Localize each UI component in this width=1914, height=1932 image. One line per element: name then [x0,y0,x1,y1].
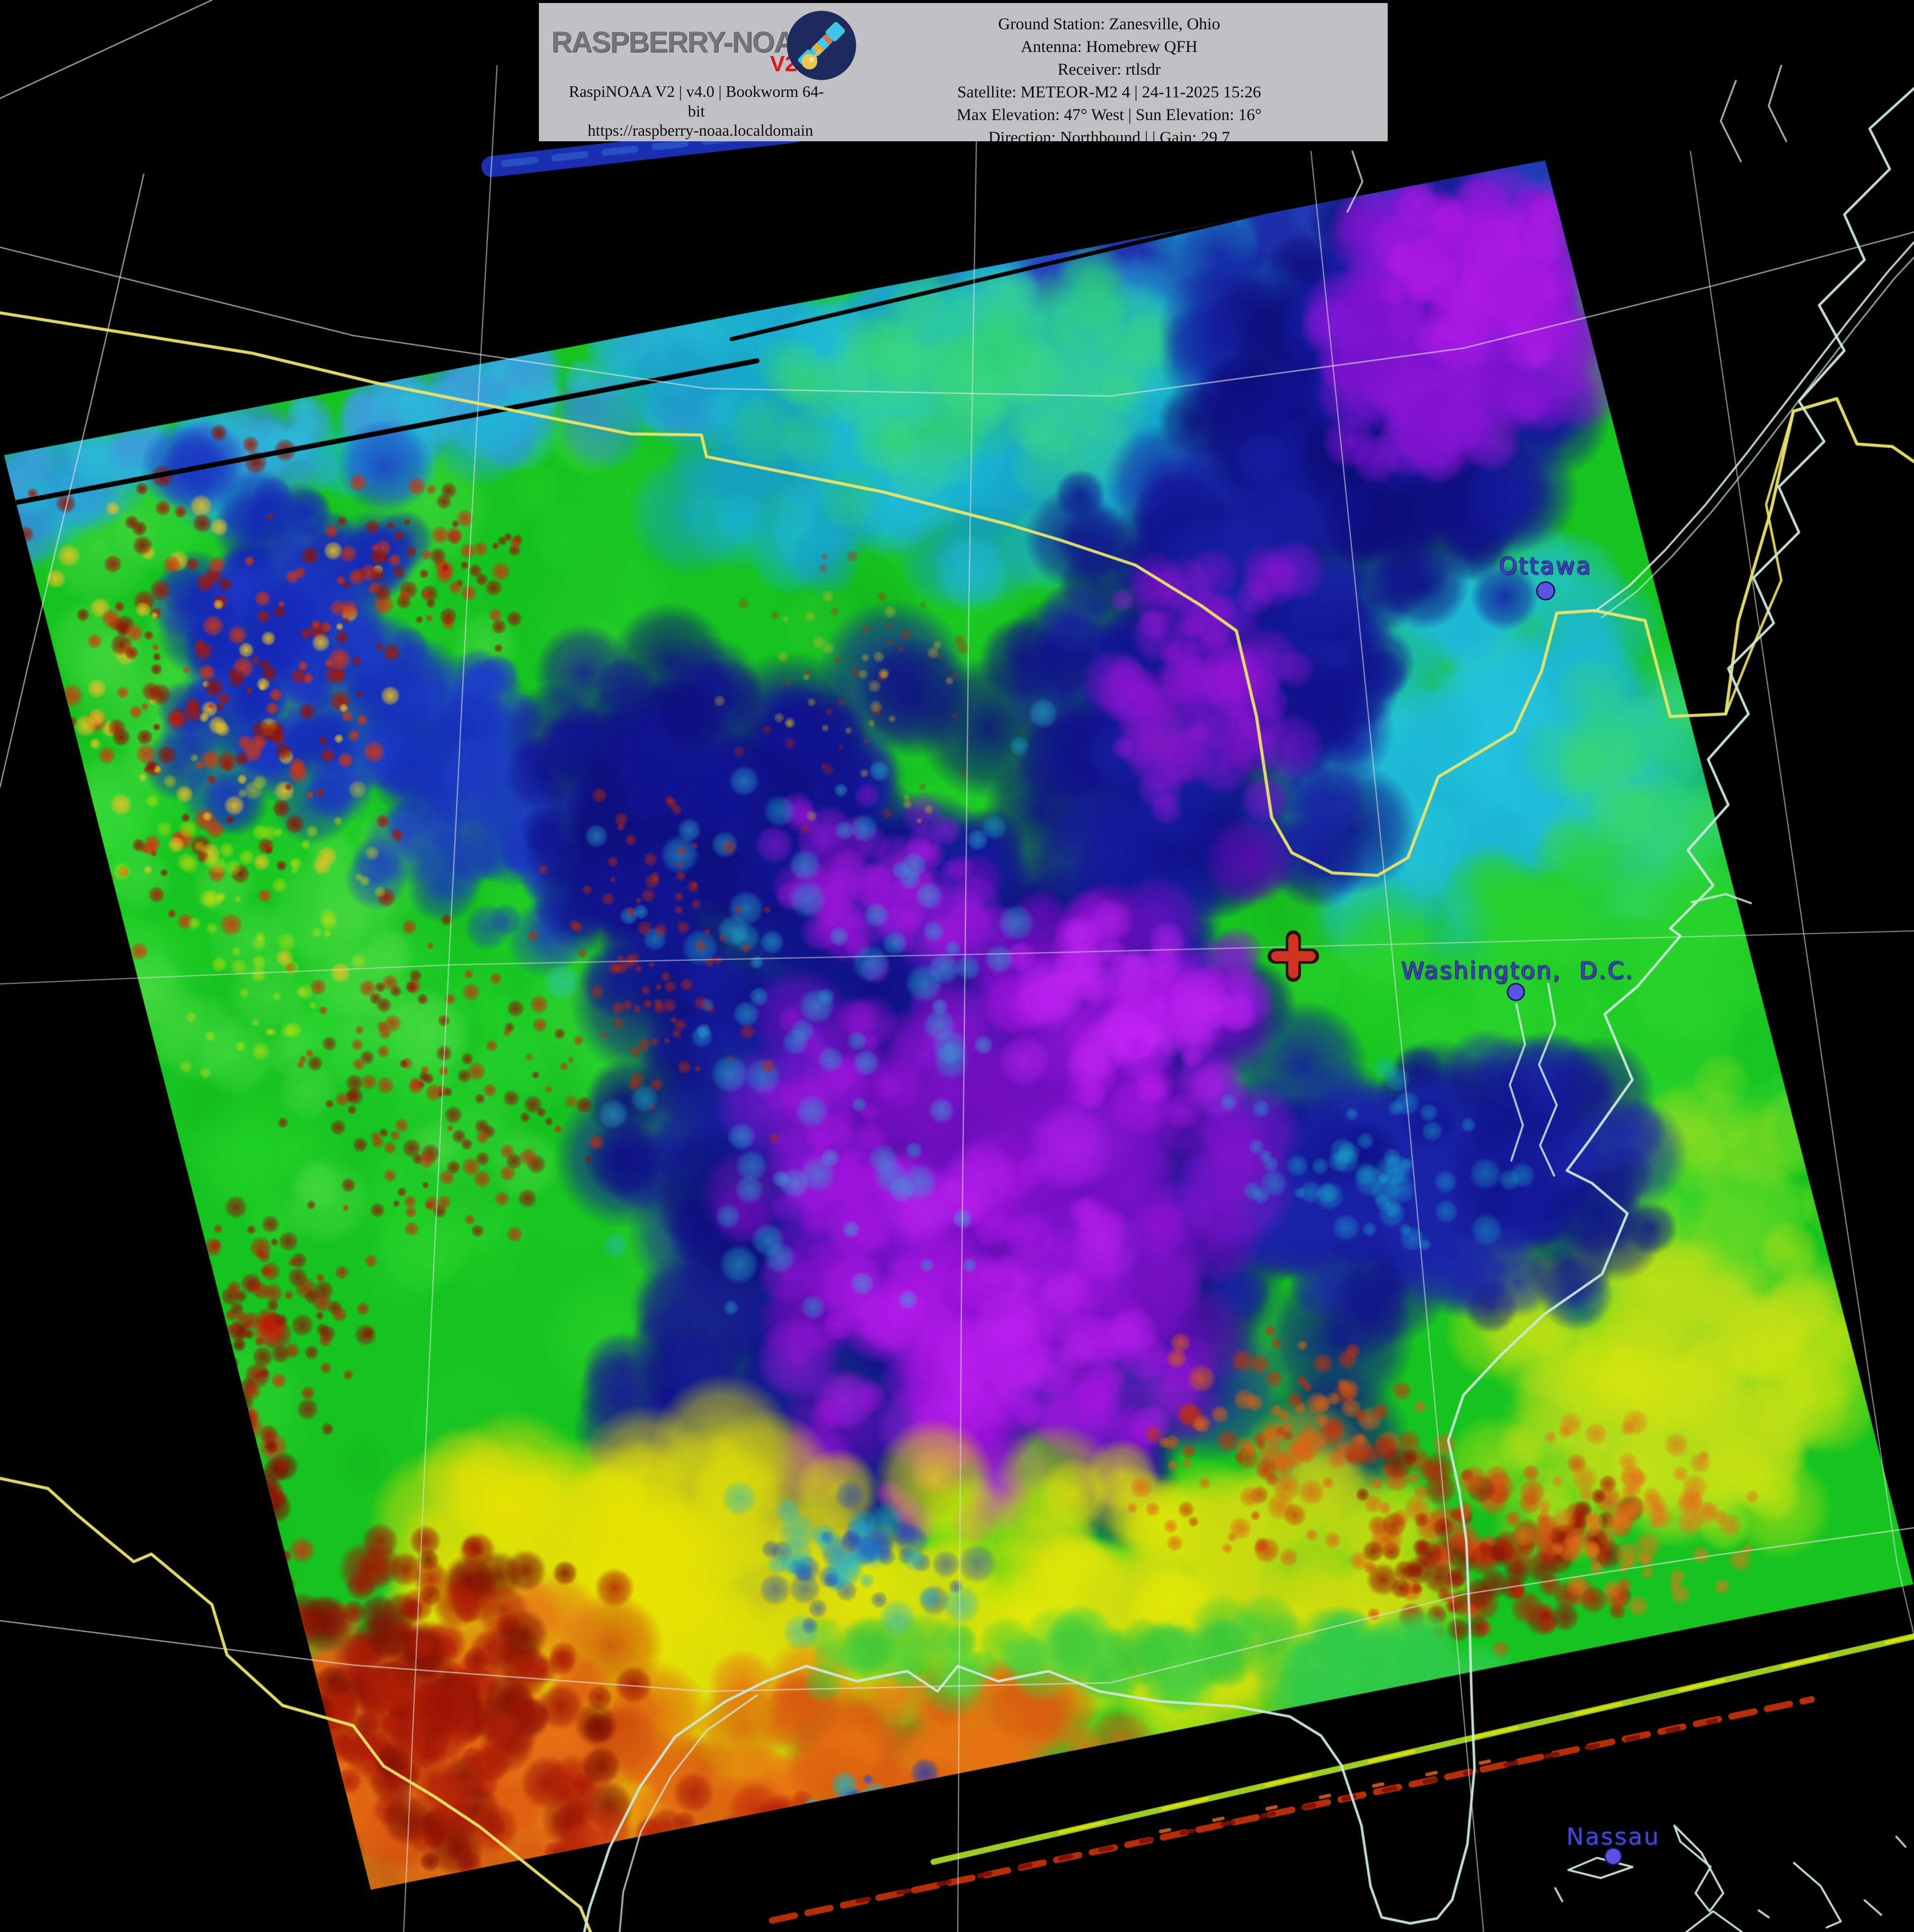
elevation-line: Max Elevation: 47° West | Sun Elevation:… [956,106,1262,124]
station-url: https://raspberry-noaa.localdomain [587,121,813,139]
raspberry-noaa-logo-text: RASPBERRY-NOAA [551,26,815,59]
city-dot [1507,983,1525,1001]
antenna-line: Antenna: Homebrew QFH [1020,38,1198,56]
direction-gain-line: Direction: Northbound | | Gain: 29.7 [988,129,1230,147]
satellite-line: Satellite: METEOR-M2 4 | 24-11-2025 15:2… [957,83,1262,101]
build-version-text: RaspiNOAA V2 | v4.0 | Bookworm 64-bit [569,82,824,120]
header-panel: RASPBERRY-NOAA V2 RaspiNOAA V2 | v4.0 | … [539,3,1388,147]
city-label: Washington, D.C. [1401,957,1634,984]
ground-station-line: Ground Station: Zanesville, Ohio [998,15,1220,33]
city-dot [1536,581,1555,600]
header-left-block: RASPBERRY-NOAA V2 RaspiNOAA V2 | v4.0 | … [539,3,862,141]
satellite-logo-icon [786,10,857,81]
city-label: Nassau [1566,1823,1660,1850]
city-label: Ottawa [1499,553,1593,580]
city-dot [1604,1847,1622,1865]
pass-info-block: Ground Station: Zanesville, Ohio Antenna… [862,13,1356,149]
receiver-line: Receiver: rtlsdr [1057,61,1161,79]
